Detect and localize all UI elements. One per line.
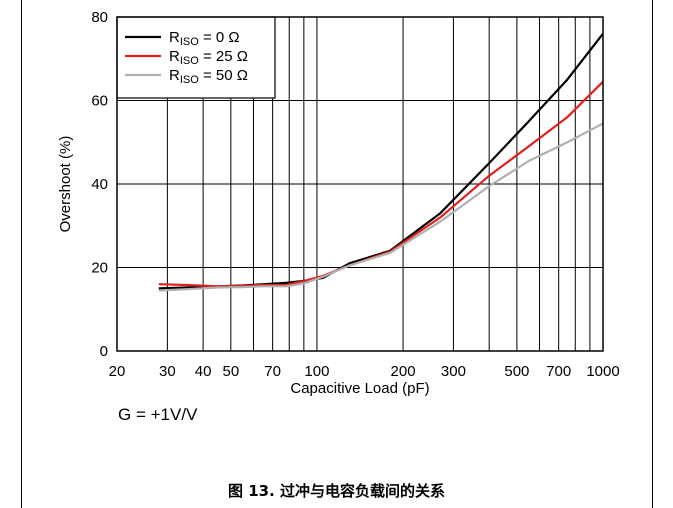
x-tick-label: 30 [159, 363, 176, 380]
gain-note: G = +1V/V [118, 405, 198, 424]
y-axis-label: Overshoot (%) [57, 136, 74, 233]
x-tick-label: 500 [504, 363, 529, 380]
x-tick-label: 1000 [586, 363, 619, 380]
left-border [21, 0, 22, 508]
x-tick-label: 40 [195, 363, 212, 380]
plot-frame [116, 16, 604, 352]
legend-entry: RISO = 50 Ω [169, 67, 248, 86]
x-tick-label: 20 [109, 363, 126, 380]
series-lines [158, 33, 604, 292]
x-tick-label: 50 [222, 363, 239, 380]
legend-box [116, 16, 276, 99]
figure-caption: 图 13. 过冲与电容负载间的关系 [227, 482, 446, 500]
legend-entry: RISO = 0 Ω [169, 29, 240, 48]
x-tick-label: 100 [304, 363, 329, 380]
x-tick-label: 300 [441, 363, 466, 380]
series-line-2 [158, 122, 604, 292]
legend-entry: RISO = 25 Ω [169, 48, 248, 67]
x-tick-label: 200 [391, 363, 416, 380]
y-tick-label: 0 [100, 343, 108, 360]
right-border [652, 0, 653, 508]
x-tick-label: 70 [264, 363, 281, 380]
y-tick-label: 20 [91, 260, 108, 277]
y-tick-label: 80 [91, 9, 108, 26]
y-tick-label: 40 [91, 176, 108, 193]
x-tick-label: 700 [546, 363, 571, 380]
y-tick-label: 60 [91, 93, 108, 110]
x-axis-label: Capacitive Load (pF) [290, 380, 429, 397]
